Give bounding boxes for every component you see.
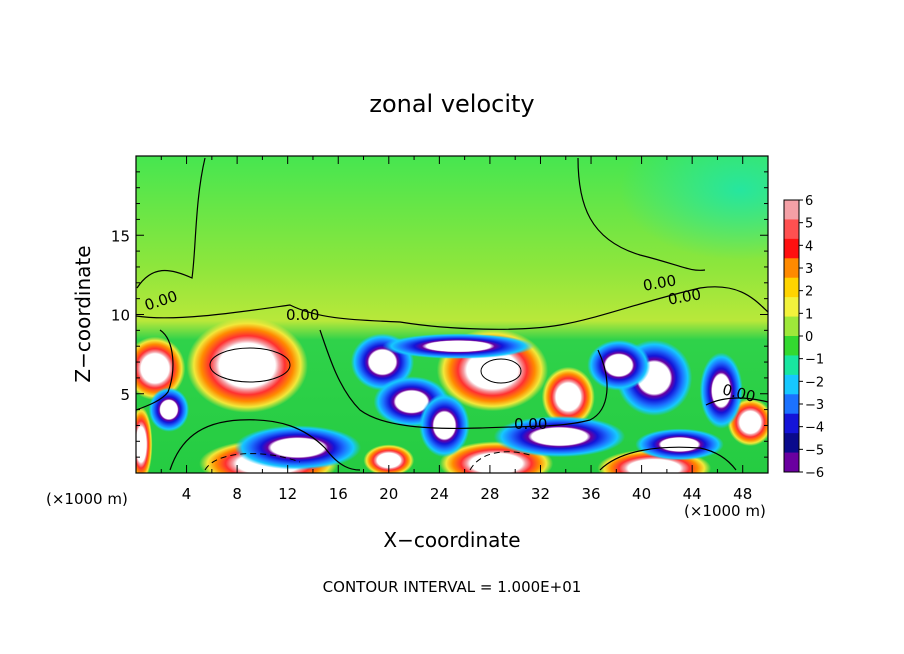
- x-tick-label: 40: [632, 485, 651, 503]
- colorbar-label: 2: [805, 285, 813, 300]
- colorbar-swatch: [784, 238, 799, 259]
- negative-velocity-core: [382, 333, 535, 359]
- colorbar-swatch: [784, 374, 799, 395]
- x-tick-label: 48: [733, 485, 752, 503]
- contour-labels: 0.00 0.00 0.00 0.00 0.00 0.00: [142, 271, 757, 433]
- contour-label: 0.00: [642, 271, 678, 295]
- x-tick-label: 12: [278, 485, 297, 503]
- contour-interval-note: CONTOUR INTERVAL = 1.000E+01: [323, 578, 582, 596]
- negative-velocity-core: [234, 425, 361, 470]
- inner-contour-mid: [480, 358, 522, 384]
- negative-velocity-core: [148, 387, 190, 432]
- colorbar-label: 0: [805, 330, 813, 345]
- positive-velocity-core: [541, 366, 595, 428]
- contour-label: 0.00: [286, 306, 319, 324]
- inner-contour-left: [209, 347, 291, 383]
- positive-velocity-core: [363, 444, 415, 473]
- y-axis-label: Z−coordinate: [71, 245, 95, 382]
- y-tick-label: 15: [111, 227, 130, 245]
- negative-velocity-core: [587, 339, 651, 391]
- x-tick-label: 36: [581, 485, 600, 503]
- x-tick-label: 24: [430, 485, 449, 503]
- colorbar-swatch: [784, 336, 799, 356]
- negative-velocity-core: [419, 393, 470, 458]
- y-tick-label: 10: [111, 307, 130, 325]
- y-tick-label: 5: [120, 386, 130, 404]
- x-tick-label: 16: [329, 485, 348, 503]
- x-unit-right: (×1000 m): [684, 502, 766, 520]
- colorbar-swatch: [784, 452, 799, 473]
- colorbar-swatch: [784, 277, 799, 298]
- colorbar-label: −2: [805, 375, 824, 390]
- colorbar-label: −4: [805, 421, 824, 436]
- colorbar: 6 5 4 3 2 1 0 −1 −2 −3 −4 −5 −6: [783, 194, 824, 481]
- x-tick-label: 28: [480, 485, 499, 503]
- negative-velocity-core: [699, 352, 743, 429]
- x-tick-label: 32: [531, 485, 550, 503]
- negative-velocity-core: [635, 428, 724, 461]
- colorbar-label: 6: [805, 194, 813, 209]
- colorbar-swatch: [784, 355, 799, 376]
- colorbar-swatch: [784, 394, 799, 415]
- colorbar-swatch: [784, 316, 799, 337]
- colorbar-swatch: [784, 297, 799, 318]
- colorbar-swatch: [784, 200, 799, 220]
- zero-contour-upper: [136, 157, 768, 330]
- colorbar-swatch: [784, 433, 799, 454]
- cyan-upper-right-patch: [620, 156, 768, 260]
- colorbar-swatch: [784, 258, 799, 279]
- colorbar-label: −5: [805, 443, 824, 458]
- x-unit-left: (×1000 m): [46, 490, 128, 508]
- chart-title: zonal velocity: [369, 90, 534, 118]
- x-tick-label: 8: [232, 485, 242, 503]
- colorbar-label: −3: [805, 398, 824, 413]
- x-axis: 4 8 12 16 20 24 28 32 36 40 44 48: [160, 156, 752, 503]
- positive-velocity-core: [136, 406, 153, 473]
- colorbar-label: −6: [805, 466, 824, 481]
- plot-area: 0.00 0.00 0.00 0.00 0.00 0.00: [136, 156, 768, 473]
- colorbar-label: 4: [805, 239, 813, 254]
- contour-label: 0.00: [514, 415, 547, 433]
- colorbar-label: 5: [805, 217, 813, 232]
- positive-velocity-core: [136, 336, 186, 401]
- dashed-contour-bottom-mid: [469, 451, 531, 471]
- dashed-contour-bottom-left: [204, 453, 301, 471]
- x-tick-label: 44: [683, 485, 702, 503]
- colorbar-label: 1: [805, 307, 813, 322]
- colorbar-label: 3: [805, 262, 813, 277]
- colorbar-label: −1: [805, 353, 824, 368]
- colorbar-swatch: [784, 219, 799, 240]
- x-tick-label: 4: [182, 485, 192, 503]
- y-axis: 5 10 15: [111, 171, 768, 458]
- colorbar-swatch: [784, 413, 799, 434]
- zero-contour-lower: [136, 329, 768, 471]
- x-tick-label: 20: [379, 485, 398, 503]
- x-axis-label: X−coordinate: [383, 528, 520, 552]
- contour-label: 0.00: [667, 285, 703, 309]
- positive-velocity-core: [186, 317, 308, 413]
